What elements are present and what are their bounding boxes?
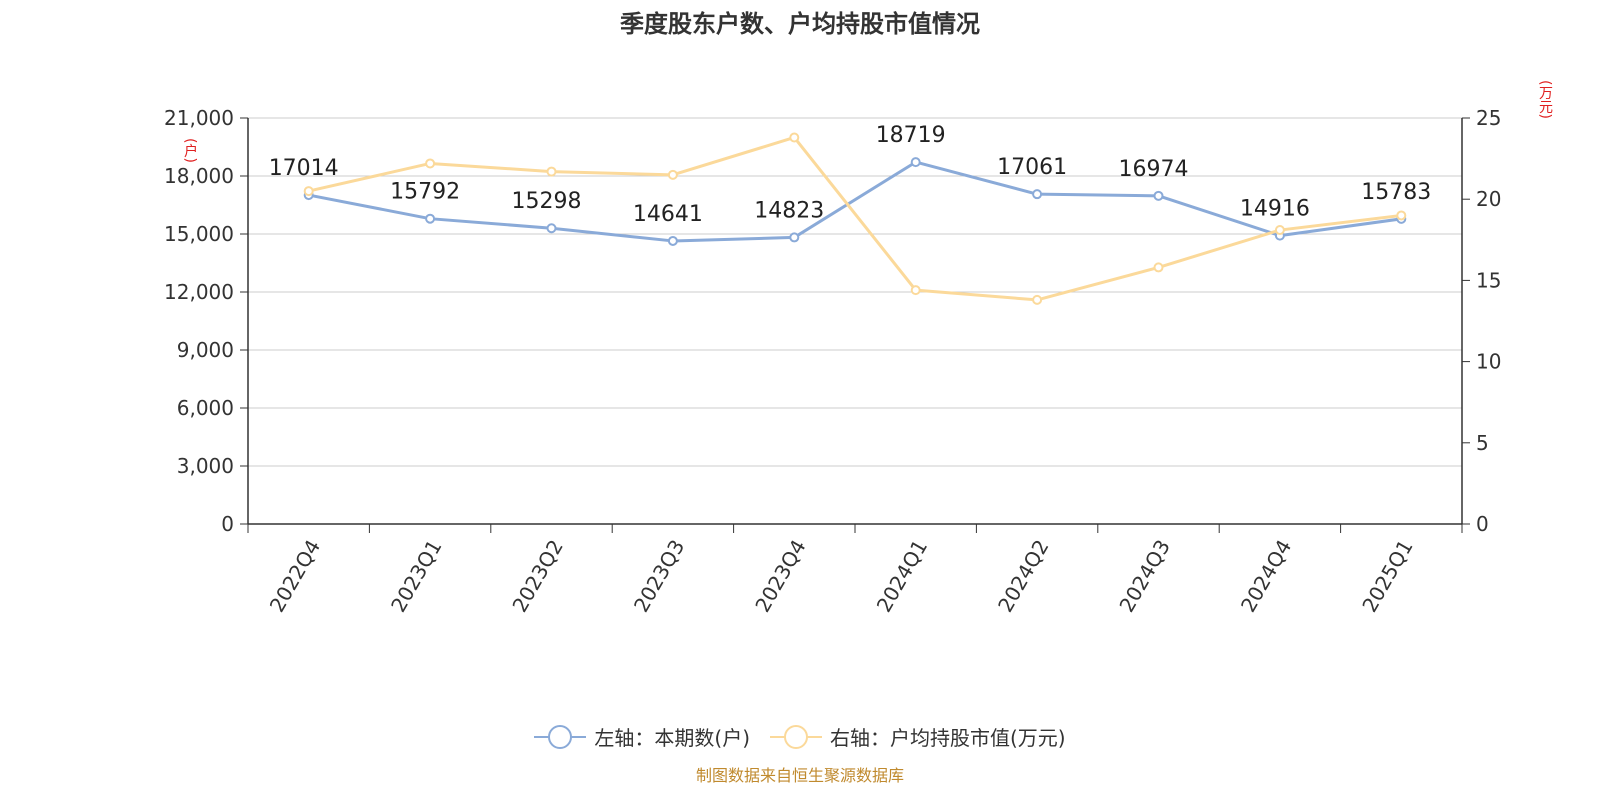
data-label: 15792 [390,180,460,205]
left-tick-label: 9,000 [177,338,234,362]
data-label: 15298 [512,189,582,214]
series-point-0 [667,235,678,246]
x-tick-label: 2023Q4 [750,536,810,617]
data-label: 16974 [1119,157,1189,182]
x-tick-label: 2024Q3 [1114,536,1174,617]
right-tick-label: 10 [1476,350,1501,374]
left-tick-label: 12,000 [164,280,234,304]
left-tick-label: 3,000 [177,454,234,478]
left-axis-unit: (户) [182,138,198,163]
x-tick-label: 2022Q4 [265,536,325,617]
source-note: 制图数据来自恒生聚源数据库 [695,766,904,785]
series-point-0 [1153,190,1164,201]
right-tick-label: 20 [1476,187,1501,211]
left-tick-label: 18,000 [164,164,234,188]
series-point-1 [1032,294,1043,305]
legend: 左轴：本期数(户) 右轴：户均持股市值(万元) [0,722,1600,751]
right-tick-label: 0 [1476,512,1489,536]
legend-marker-avg-value [770,724,822,750]
data-label: 14916 [1240,197,1310,222]
series-point-1 [1153,262,1164,273]
chart-title: 季度股东户数、户均持股市值情况 [620,10,980,38]
x-tick-label: 2023Q2 [507,536,567,617]
series-line-1 [308,135,1402,302]
series-point-0 [910,157,921,168]
data-label: 14823 [754,198,824,223]
x-tick-label: 2024Q2 [993,536,1053,617]
series-point-1 [910,285,921,296]
left-tick-label: 0 [221,512,234,536]
right-tick-label: 15 [1476,268,1501,292]
x-tick-label: 2025Q1 [1357,536,1417,617]
data-label: 17061 [997,155,1067,180]
data-label: 15783 [1361,180,1431,205]
series-point-1 [1396,210,1407,221]
left-tick-label: 21,000 [164,106,234,130]
legend-marker-households [534,724,587,750]
right-axis-unit: (万元) [1537,80,1553,119]
data-label: 14641 [633,202,703,227]
series-point-1 [789,132,800,143]
series-point-1 [303,186,314,197]
series-point-1 [667,169,678,180]
right-tick-label: 25 [1476,106,1501,130]
series-point-0 [789,232,800,243]
legend-item-households[interactable]: 左轴：本期数(户) [534,722,750,751]
x-tick-label: 2023Q3 [629,536,689,617]
series-point-1 [425,158,436,169]
legend-item-avg-value[interactable]: 右轴：户均持股市值(万元) [770,722,1066,751]
legend-label-households: 左轴：本期数(户) [594,726,750,750]
x-tick-label: 2024Q1 [872,536,932,617]
left-tick-label: 6,000 [177,396,234,420]
data-label: 17014 [269,156,339,181]
series-point-0 [546,223,557,234]
series-point-0 [425,213,436,224]
series-line-0 [308,160,1402,243]
right-tick-label: 5 [1476,431,1489,455]
series-point-1 [546,166,557,177]
legend-label-avg-value: 右轴：户均持股市值(万元) [830,726,1066,750]
data-label: 18719 [876,123,946,148]
series-point-0 [1032,189,1043,200]
series-point-1 [1274,225,1285,236]
x-tick-label: 2023Q1 [386,536,446,617]
left-tick-label: 15,000 [164,222,234,246]
x-tick-label: 2024Q4 [1236,536,1296,617]
